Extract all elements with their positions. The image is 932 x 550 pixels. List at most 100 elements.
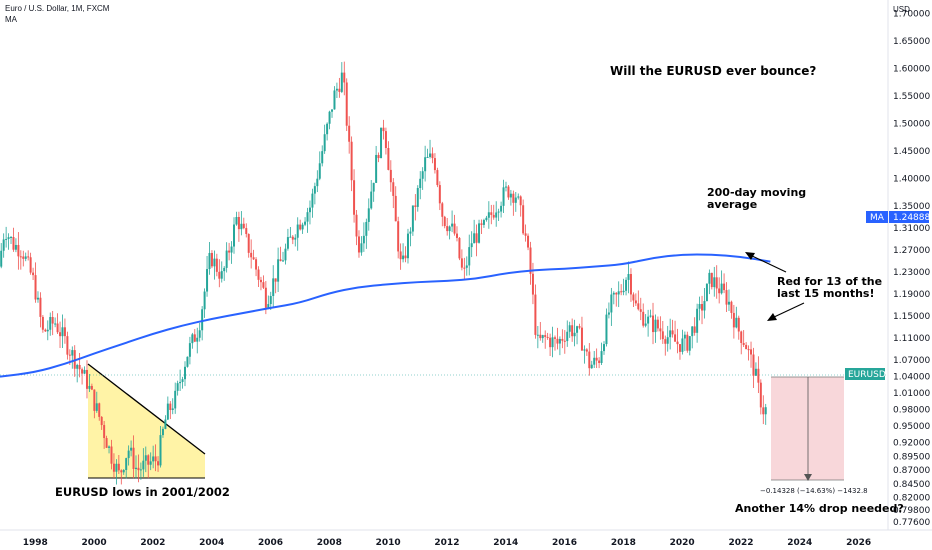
candle-up — [362, 235, 365, 244]
measure-box[interactable] — [771, 377, 844, 480]
candle-up — [223, 267, 226, 272]
candle-up — [566, 331, 569, 342]
candle-down — [455, 233, 458, 238]
candle-up — [308, 207, 311, 213]
candle-up — [61, 327, 64, 337]
price-tick-label: 0.87000 — [893, 466, 930, 476]
candle-down — [671, 330, 674, 335]
price-tag-bg — [845, 368, 885, 380]
candle-up — [142, 460, 145, 470]
candle-down — [93, 389, 96, 411]
price-tick-label: 0.82000 — [893, 494, 930, 504]
candle-down — [730, 301, 733, 313]
price-tick-label: 1.01000 — [893, 389, 930, 399]
candle-down — [637, 303, 640, 310]
lows-note: EURUSD lows in 2001/2002 — [55, 485, 230, 499]
candle-down — [463, 267, 466, 269]
candle-up — [318, 163, 321, 179]
candle-up — [10, 236, 13, 238]
candle-down — [27, 256, 30, 258]
candle-up — [301, 224, 304, 230]
candle-down — [345, 82, 348, 126]
candle-down — [578, 326, 581, 328]
candle-down — [519, 196, 522, 206]
symbol-title[interactable]: Euro / U.S. Dollar, 1M, FXCM — [5, 4, 110, 13]
candle-up — [5, 238, 8, 240]
candle-down — [549, 337, 552, 348]
candle-up — [473, 233, 476, 244]
candle-down — [299, 224, 302, 230]
time-tick-label: 2004 — [199, 538, 224, 548]
candle-down — [629, 274, 632, 295]
candle-down — [757, 368, 760, 383]
candle-down — [353, 180, 356, 215]
candle-down — [210, 252, 213, 267]
time-tick-label: 2022 — [728, 538, 753, 548]
candle-down — [414, 205, 417, 207]
candle-down — [63, 327, 66, 337]
candle-down — [561, 338, 564, 341]
candle-down — [634, 300, 637, 304]
candle-up — [186, 356, 189, 367]
candle-up — [46, 329, 49, 332]
price-tick-label: 0.89500 — [893, 452, 930, 462]
candle-up — [125, 458, 128, 471]
candle-down — [490, 212, 493, 215]
candle-up — [500, 205, 503, 212]
candle-up — [568, 325, 571, 332]
candle-down — [598, 360, 601, 363]
candle-down — [458, 237, 461, 259]
price-tick-label: 1.65000 — [893, 37, 930, 47]
candle-down — [105, 438, 108, 448]
candle-down — [588, 351, 591, 369]
candle-down — [242, 223, 245, 229]
candle-up — [541, 335, 544, 339]
price-tick-label: 1.19000 — [893, 290, 930, 300]
price-tick-label: 1.31000 — [893, 224, 930, 234]
ma-tag-label: MA — [870, 213, 885, 223]
price-tick-label: 1.45000 — [893, 147, 930, 157]
time-tick-label: 2006 — [258, 538, 283, 548]
candle-down — [245, 228, 248, 235]
lows-triangle-fill[interactable] — [88, 364, 205, 478]
indicator-title[interactable]: MA — [5, 15, 17, 24]
time-tick-label: 2016 — [552, 538, 577, 548]
candle-up — [286, 237, 289, 249]
candle-down — [544, 335, 547, 337]
time-tick-label: 2008 — [317, 538, 342, 548]
candle-up — [340, 72, 343, 92]
candle-up — [429, 153, 432, 157]
candle-up — [603, 344, 606, 352]
candle-up — [159, 435, 162, 466]
candle-down — [59, 332, 62, 337]
candle-down — [215, 258, 218, 272]
candle-up — [612, 292, 615, 295]
ma-line[interactable] — [0, 253, 771, 378]
measure-text: −0.14328 (−14.63%) −1432.8 — [760, 487, 868, 495]
arrow-upper-head — [745, 252, 755, 260]
ma-note-line1: 200-day moving — [707, 186, 806, 199]
candle-up — [235, 216, 238, 225]
candle-down — [399, 251, 402, 260]
red-note-line1: Red for 13 of the — [777, 275, 882, 288]
candle-down — [642, 311, 645, 326]
candle-up — [49, 317, 52, 330]
candle-up — [451, 223, 454, 227]
candle-down — [78, 364, 81, 370]
candle-down — [338, 88, 341, 92]
candle-up — [225, 250, 228, 268]
candle-down — [446, 226, 449, 232]
candle-up — [323, 134, 326, 152]
candle-up — [764, 407, 767, 415]
candle-up — [497, 211, 500, 213]
candle-up — [485, 217, 488, 221]
candle-up — [607, 312, 610, 315]
candle-down — [291, 236, 294, 240]
lows-triangle-trendline[interactable] — [87, 363, 206, 455]
candle-down — [436, 170, 439, 186]
candle-down — [237, 216, 240, 230]
candle-up — [203, 291, 206, 310]
candle-down — [715, 277, 718, 289]
candle-up — [367, 208, 370, 222]
